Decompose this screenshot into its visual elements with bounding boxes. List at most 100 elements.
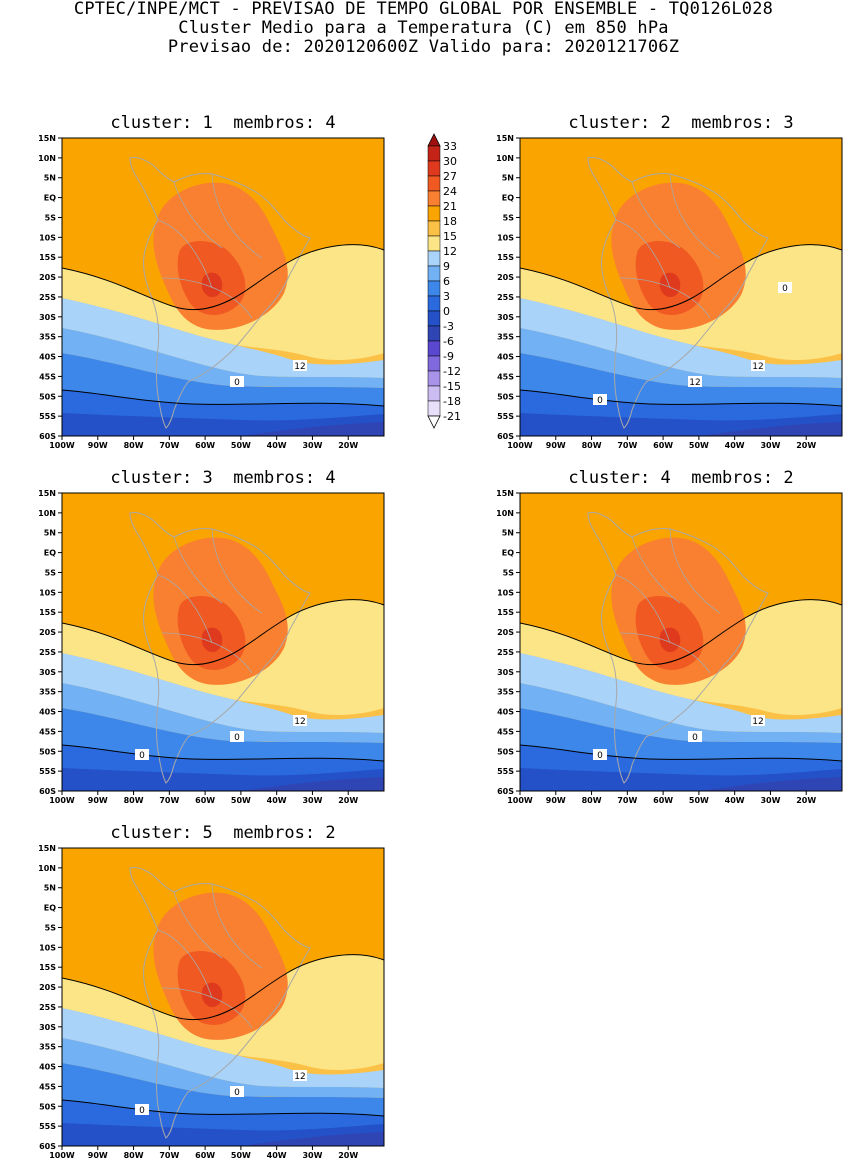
lat-tick-label: 30S — [497, 313, 514, 322]
svg-text:0: 0 — [597, 396, 603, 406]
cluster-number: 2 — [660, 113, 671, 133]
lon-tick-label: 90W — [88, 1151, 108, 1160]
contour-label: 12 — [751, 360, 765, 372]
lon-tick-label: 70W — [617, 441, 637, 450]
colorbar-label: -9 — [443, 350, 454, 363]
lat-tick-label: 5S — [45, 213, 57, 222]
lon-tick-label: 20W — [796, 441, 816, 450]
lat-tick-label: 20S — [39, 983, 56, 992]
svg-text:0: 0 — [692, 733, 698, 743]
lat-tick-label: 10S — [39, 588, 56, 597]
colorbar-label: 6 — [443, 275, 450, 288]
lat-tick-label: 20S — [497, 628, 514, 637]
lat-tick-label: 5N — [44, 174, 56, 183]
lon-tick-label: 100W — [507, 441, 533, 450]
svg-text:0: 0 — [139, 751, 145, 761]
lon-tick-label: 80W — [124, 796, 144, 805]
header-line-2: Cluster Medio para a Temperatura (C) em … — [178, 18, 669, 38]
lat-tick-label: 45S — [39, 727, 56, 736]
lat-tick-label: 40S — [497, 708, 514, 717]
colorbar-segment — [427, 205, 441, 222]
lat-tick-label: 55S — [497, 412, 514, 421]
lon-tick-label: 60W — [653, 441, 673, 450]
lat-tick-label: 10N — [38, 509, 56, 518]
colorbar-label: -18 — [443, 395, 461, 408]
lat-tick-label: 55S — [39, 412, 56, 421]
svg-text:0: 0 — [597, 751, 603, 761]
map-panel-cluster-3: 12 0 0 15N 10N 5N EQ 5S 10S 15S 20S 25S 30S 35S 40S 45S… — [38, 489, 385, 805]
lat-tick-label: EQ — [502, 549, 514, 558]
lon-tick-label: 50W — [231, 441, 251, 450]
lat-tick-label: 5N — [44, 884, 56, 893]
figure-header: CPTEC/INPE/MCT - PREVISAO DE TEMPO GLOBA… — [0, 0, 847, 57]
lon-tick-label: 40W — [267, 1151, 287, 1160]
contour-label: 0 — [135, 1104, 149, 1116]
lat-tick-label: 40S — [39, 353, 56, 362]
colorbar-segment — [427, 325, 441, 342]
contour-label: 0 — [778, 282, 792, 294]
lon-tick-label: 100W — [49, 796, 75, 805]
lat-tick-label: 15N — [496, 134, 514, 143]
cluster-number: 5 — [202, 823, 213, 843]
map-panel-cluster-2: 12 12 0 0 15N 10N 5N EQ 5S 10S 15S 20S 25S 30S 35S 40S 4… — [496, 134, 843, 450]
colorbar-label: 18 — [443, 215, 457, 228]
lat-tick-label: 55S — [39, 767, 56, 776]
lon-tick-label: 80W — [582, 796, 602, 805]
lon-tick-label: 60W — [195, 441, 215, 450]
cluster-label: cluster: — [110, 113, 193, 133]
colorbar-label: -12 — [443, 365, 461, 378]
lat-tick-label: 5S — [503, 568, 515, 577]
lat-tick-label: 30S — [497, 668, 514, 677]
panel-title-5: cluster: 5 membros: 2 — [62, 823, 384, 843]
lon-tick-label: 40W — [725, 441, 745, 450]
lat-tick-label: 35S — [497, 688, 514, 697]
lat-tick-label: EQ — [502, 194, 514, 203]
lon-tick-label: 90W — [546, 441, 566, 450]
lon-tick-label: 40W — [725, 796, 745, 805]
svg-text:12: 12 — [294, 717, 305, 727]
colorbar-segment — [427, 220, 441, 237]
lat-tick-label: 45S — [497, 727, 514, 736]
lat-tick-label: 35S — [39, 688, 56, 697]
colorbar-label: 3 — [443, 290, 450, 303]
lon-tick-label: 90W — [88, 796, 108, 805]
svg-text:12: 12 — [752, 717, 763, 727]
members-count: 2 — [325, 823, 336, 843]
lat-tick-label: 15S — [39, 963, 56, 972]
header-line-3: Previsao de: 2020120600Z Valido para: 20… — [167, 37, 680, 57]
lat-tick-label: 40S — [39, 708, 56, 717]
members-label: membros: — [691, 113, 774, 133]
lon-tick-label: 30W — [760, 441, 780, 450]
lat-tick-label: 5S — [45, 568, 57, 577]
colorbar-label: 0 — [443, 305, 450, 318]
cluster-number: 4 — [660, 468, 671, 488]
lon-tick-label: 60W — [195, 1151, 215, 1160]
lon-tick-label: 90W — [546, 796, 566, 805]
colorbar-label: 21 — [443, 200, 457, 213]
lat-tick-label: 50S — [39, 392, 56, 401]
lat-tick-label: 5N — [502, 529, 514, 538]
colorbar-segment — [427, 145, 441, 162]
lon-tick-label: 70W — [617, 796, 637, 805]
lat-tick-label: 50S — [39, 1102, 56, 1111]
lat-tick-label: 10N — [38, 864, 56, 873]
lat-tick-label: 10S — [39, 943, 56, 952]
colorbar-segment — [427, 190, 441, 207]
lat-tick-label: 60S — [39, 432, 56, 441]
cluster-label: cluster: — [568, 468, 651, 488]
colorbar-segment — [427, 400, 441, 417]
svg-text:12: 12 — [294, 362, 305, 372]
lat-tick-label: 5S — [45, 923, 57, 932]
lat-tick-label: 35S — [39, 1043, 56, 1052]
members-label: membros: — [233, 113, 316, 133]
lon-tick-label: 80W — [124, 441, 144, 450]
colorbar-label: 30 — [443, 155, 457, 168]
cluster-label: cluster: — [110, 468, 193, 488]
lon-tick-label: 80W — [582, 441, 602, 450]
svg-text:0: 0 — [782, 284, 788, 294]
svg-text:0: 0 — [234, 1088, 240, 1098]
panel-title-3: cluster: 3 membros: 4 — [62, 468, 384, 488]
lat-tick-label: 55S — [497, 767, 514, 776]
colorbar-segment — [427, 265, 441, 282]
map-panel-cluster-4: 12 0 0 15N 10N 5N EQ 5S 10S 15S 20S 25S 30S 35S 40S 45S… — [496, 489, 843, 805]
